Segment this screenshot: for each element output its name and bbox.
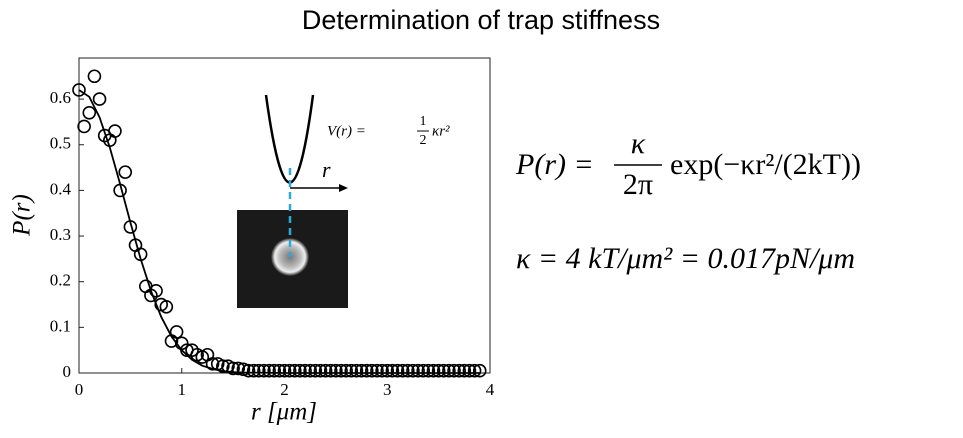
data-point bbox=[431, 363, 446, 378]
x-tick-label: 1 bbox=[178, 380, 187, 399]
data-point bbox=[92, 92, 107, 106]
x-tick-label: 2 bbox=[280, 380, 289, 399]
data-point bbox=[169, 325, 184, 339]
data-point bbox=[380, 363, 395, 378]
data-point bbox=[262, 363, 276, 378]
data-point bbox=[385, 363, 400, 378]
data-point bbox=[334, 363, 348, 378]
data-point bbox=[226, 361, 240, 376]
data-point bbox=[452, 363, 466, 378]
x-tick-label: 3 bbox=[383, 380, 392, 399]
inset-num: 1 bbox=[420, 114, 427, 129]
data-point bbox=[411, 363, 425, 378]
inset-lhs: V(r) = bbox=[327, 123, 366, 139]
data-point bbox=[416, 363, 431, 378]
data-point bbox=[339, 363, 353, 378]
data-point bbox=[252, 363, 266, 378]
eq1-rhs: exp(−κr²/(2kT)) bbox=[670, 148, 861, 181]
y-tick-label: 0.6 bbox=[50, 88, 71, 107]
arrow-label: r bbox=[322, 157, 331, 182]
data-point bbox=[236, 362, 251, 377]
data-point bbox=[395, 363, 410, 378]
data-point bbox=[108, 124, 122, 138]
data-point bbox=[365, 363, 379, 378]
data-point bbox=[467, 363, 482, 378]
inset-rhs: κr² bbox=[432, 123, 450, 139]
data-point bbox=[205, 357, 220, 371]
data-point bbox=[246, 363, 261, 378]
data-point bbox=[77, 119, 91, 134]
data-point bbox=[231, 361, 246, 376]
data-point bbox=[354, 363, 369, 378]
data-point bbox=[349, 363, 364, 378]
eq1-num: κ bbox=[631, 127, 646, 160]
arrow-head bbox=[339, 184, 348, 192]
data-point bbox=[406, 363, 420, 378]
data-point bbox=[293, 363, 307, 378]
data-point bbox=[159, 300, 174, 314]
data-point bbox=[400, 363, 415, 378]
data-point bbox=[308, 363, 323, 378]
data-point bbox=[277, 363, 292, 378]
y-tick-label: 0.3 bbox=[50, 225, 71, 244]
data-point bbox=[436, 363, 451, 378]
y-tick-label: 0.1 bbox=[50, 316, 71, 335]
y-tick-label: 0 bbox=[63, 362, 72, 381]
inset: r V(r) = 1 2 κr² bbox=[237, 94, 450, 308]
equations: P(r) = κ 2π exp(−κr²/(2kT)) κ = 4 kT/μm²… bbox=[515, 127, 861, 275]
data-point bbox=[298, 363, 312, 378]
data-point bbox=[303, 363, 317, 378]
data-point bbox=[442, 363, 456, 378]
data-point bbox=[272, 363, 287, 378]
data-point bbox=[257, 363, 271, 378]
data-point bbox=[313, 363, 328, 378]
data-point bbox=[72, 83, 86, 97]
fit-line bbox=[78, 89, 480, 374]
x-axis-label: r [μm] bbox=[251, 399, 317, 426]
data-point bbox=[267, 363, 282, 378]
data-point bbox=[421, 363, 436, 378]
data-point bbox=[344, 363, 359, 378]
eq1-lhs: P(r) = bbox=[515, 148, 594, 181]
data-point bbox=[390, 363, 405, 378]
data-point bbox=[216, 359, 230, 373]
y-tick-label: 0.5 bbox=[50, 134, 71, 153]
data-point bbox=[318, 363, 333, 378]
y-tick-label: 0.2 bbox=[50, 271, 71, 290]
eq2: κ = 4 kT/μm² = 0.017pN/μm bbox=[516, 242, 855, 275]
data-point bbox=[472, 363, 487, 378]
data-point bbox=[282, 363, 297, 378]
eq1-den: 2π bbox=[623, 168, 653, 201]
data-point bbox=[359, 363, 374, 378]
x-tick-label: 4 bbox=[486, 380, 495, 399]
inset-den: 2 bbox=[420, 133, 427, 148]
data-point bbox=[241, 363, 256, 378]
data-point bbox=[287, 363, 302, 378]
data-point bbox=[375, 363, 389, 378]
data-point bbox=[426, 363, 441, 378]
chart-title: Determination of trap stiffness bbox=[302, 5, 660, 35]
data-point bbox=[457, 363, 472, 378]
data-point bbox=[370, 363, 384, 378]
data-point bbox=[82, 105, 97, 120]
y-axis-label: P(r) bbox=[9, 194, 36, 237]
data-point bbox=[329, 363, 343, 378]
data-point bbox=[462, 363, 477, 378]
data-point bbox=[87, 69, 102, 84]
x-tick-label: 0 bbox=[75, 380, 84, 399]
y-tick-label: 0.4 bbox=[50, 179, 72, 198]
data-point bbox=[447, 363, 461, 378]
data-point bbox=[118, 165, 133, 179]
data-point bbox=[323, 363, 338, 378]
